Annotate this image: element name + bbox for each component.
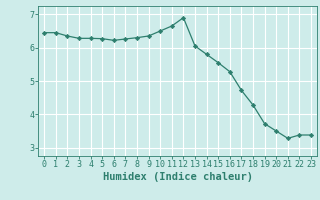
X-axis label: Humidex (Indice chaleur): Humidex (Indice chaleur) [103,172,252,182]
